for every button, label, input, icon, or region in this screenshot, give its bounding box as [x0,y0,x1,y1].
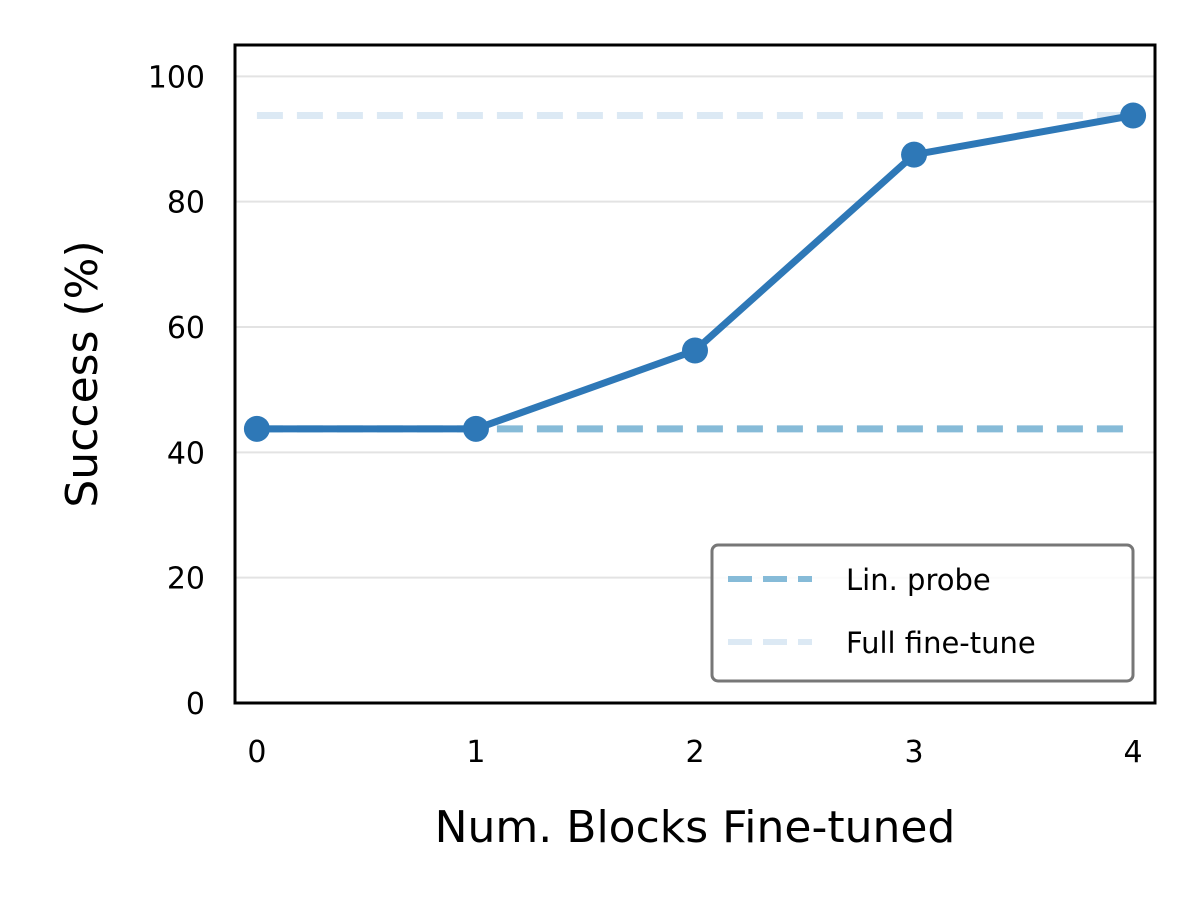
y-tick-label-40: 40 [167,436,205,471]
series-line [253,112,1137,433]
y-tick-labels: 0 20 40 60 80 100 [148,60,205,722]
data-point-3 [901,141,928,168]
x-tick-label-4: 4 [1124,735,1143,770]
y-tick-label-60: 60 [167,311,205,346]
x-tick-labels: 0 1 2 3 4 [247,735,1142,770]
plot-frame [233,43,1157,705]
x-axis-title: Num. Blocks Fine-tuned [435,802,956,853]
y-axis-title: Success (%) [57,240,108,507]
reference-lines [256,112,1134,433]
legend-box [710,543,1135,683]
data-point-4 [1120,102,1147,129]
legend: Lin. probe Full fine-tune [710,543,1135,683]
data-point-1 [462,415,489,442]
legend-label-lin-probe: Lin. probe [846,563,991,597]
series-group [243,102,1147,442]
y-tick-label-20: 20 [167,562,205,597]
x-tick-label-3: 3 [905,735,924,770]
data-point-2 [682,337,708,364]
y-tick-label-100: 100 [148,60,205,95]
y-tick-label-80: 80 [167,186,205,221]
y-tick-label-0: 0 [186,687,205,722]
x-tick-label-2: 2 [685,735,704,770]
x-tick-label-0: 0 [247,735,266,770]
legend-label-full-fine-tune: Full fine-tune [846,626,1036,660]
x-tick-label-1: 1 [466,735,485,770]
data-point-0 [243,415,270,442]
grid-lines [235,75,1155,579]
